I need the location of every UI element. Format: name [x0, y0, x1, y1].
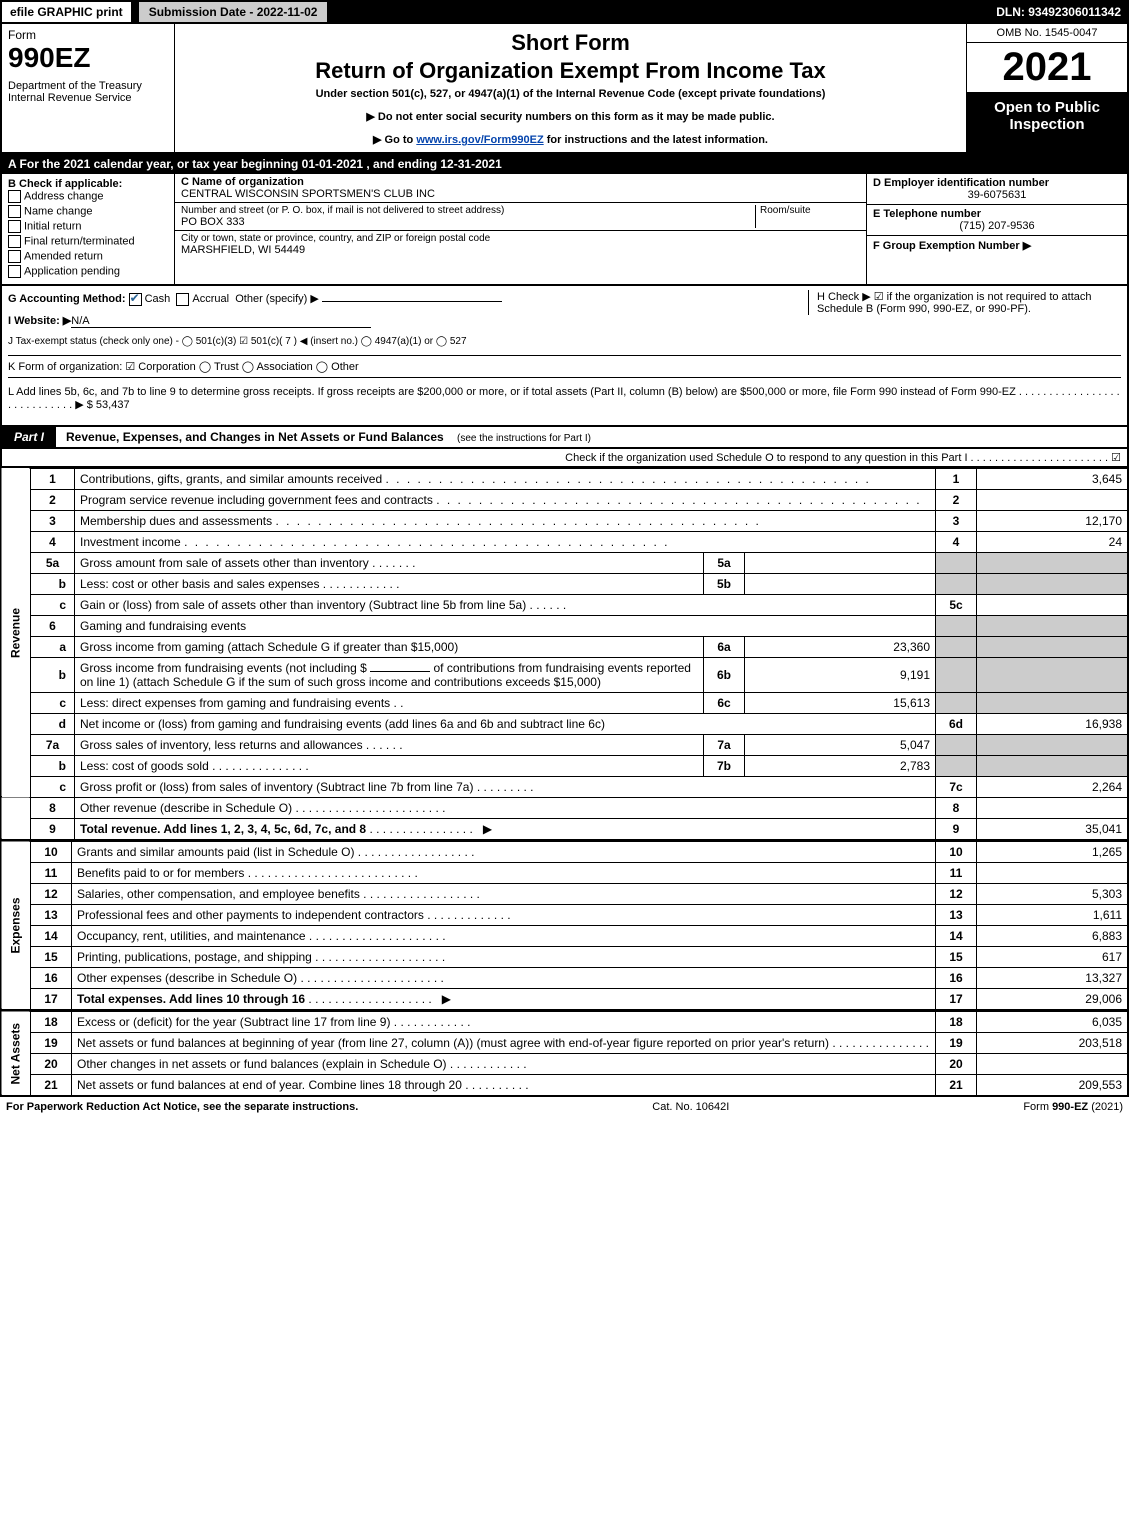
ein-label: D Employer identification number: [873, 177, 1121, 189]
section-b-title: B Check if applicable:: [8, 178, 168, 190]
department-label: Department of the Treasury Internal Reve…: [8, 80, 168, 104]
footer-right: Form 990-EZ (2021): [1023, 1101, 1123, 1113]
chk-accrual[interactable]: [176, 293, 189, 306]
header-right: OMB No. 1545-0047 2021 Open to Public In…: [966, 24, 1127, 152]
chk-final-return[interactable]: Final return/terminated: [8, 235, 168, 248]
form-header: Form 990EZ Department of the Treasury In…: [0, 24, 1129, 154]
row-h: H Check ▶ ☑ if the organization is not r…: [808, 290, 1117, 315]
footer-left: For Paperwork Reduction Act Notice, see …: [6, 1101, 358, 1113]
row-i: I Website: ▶N/A: [8, 314, 1121, 328]
street-value: PO BOX 333: [181, 216, 755, 228]
dln-label: DLN: 93492306011342: [996, 5, 1129, 19]
tel-label: E Telephone number: [873, 208, 1121, 220]
room-label: Room/suite: [760, 205, 860, 216]
org-name-label: C Name of organization: [181, 176, 860, 188]
side-revenue: Revenue: [1, 468, 31, 797]
open-to-public: Open to Public Inspection: [967, 93, 1127, 152]
header-center: Short Form Return of Organization Exempt…: [175, 24, 966, 152]
part1-check-o: Check if the organization used Schedule …: [0, 449, 1129, 468]
part1-tab: Part I: [2, 427, 56, 447]
form-word: Form: [8, 28, 168, 42]
side-netassets: Net Assets: [1, 1011, 31, 1096]
row-a-tax-year: A For the 2021 calendar year, or tax yea…: [0, 154, 1129, 174]
row-l: L Add lines 5b, 6c, and 7b to line 9 to …: [8, 386, 1121, 411]
ein-value: 39-6075631: [873, 189, 1121, 201]
netassets-table: Net Assets 18 Excess or (deficit) for th…: [0, 1011, 1129, 1097]
chk-cash[interactable]: [129, 293, 142, 306]
ssn-warning: ▶ Do not enter social security numbers o…: [181, 110, 960, 123]
header-left: Form 990EZ Department of the Treasury In…: [2, 24, 175, 152]
footer-center: Cat. No. 10642I: [652, 1101, 729, 1113]
omb-number: OMB No. 1545-0047: [967, 24, 1127, 43]
section-def: D Employer identification number 39-6075…: [866, 174, 1127, 284]
side-expenses: Expenses: [1, 841, 31, 1010]
chk-address-change[interactable]: Address change: [8, 190, 168, 203]
form-number: 990EZ: [8, 42, 168, 74]
efile-label: efile GRAPHIC print: [0, 0, 133, 24]
section-ghijkl: G Accounting Method: Cash Accrual Other …: [0, 286, 1129, 427]
top-bar: efile GRAPHIC print Submission Date - 20…: [0, 0, 1129, 24]
chk-initial-return[interactable]: Initial return: [8, 220, 168, 233]
website-value: N/A: [71, 315, 371, 328]
note2-suffix: for instructions and the latest informat…: [544, 134, 768, 146]
street-label: Number and street (or P. O. box, if mail…: [181, 205, 755, 216]
irs-link[interactable]: www.irs.gov/Form990EZ: [416, 134, 543, 146]
revenue-table: Revenue 1 Contributions, gifts, grants, …: [0, 468, 1129, 841]
city-label: City or town, state or province, country…: [181, 233, 860, 244]
submission-date: Submission Date - 2022-11-02: [137, 0, 330, 24]
instructions-link-row: ▶ Go to www.irs.gov/Form990EZ for instru…: [181, 133, 960, 146]
org-name: CENTRAL WISCONSIN SPORTSMEN'S CLUB INC: [181, 188, 860, 200]
section-c: C Name of organization CENTRAL WISCONSIN…: [175, 174, 866, 284]
section-b: B Check if applicable: Address change Na…: [2, 174, 175, 284]
part1-title: Revenue, Expenses, and Changes in Net As…: [56, 430, 444, 444]
row-j: J Tax-exempt status (check only one) - ◯…: [8, 336, 1121, 347]
chk-application-pending[interactable]: Application pending: [8, 265, 168, 278]
short-form-title: Short Form: [181, 30, 960, 56]
footer: For Paperwork Reduction Act Notice, see …: [0, 1097, 1129, 1117]
expenses-table: Expenses 10 Grants and similar amounts p…: [0, 841, 1129, 1011]
part1-header: Part I Revenue, Expenses, and Changes in…: [0, 427, 1129, 449]
tax-year: 2021: [967, 43, 1127, 93]
group-label: F Group Exemption Number ▶: [873, 239, 1121, 252]
city-value: MARSHFIELD, WI 54449: [181, 244, 860, 256]
chk-name-change[interactable]: Name change: [8, 205, 168, 218]
section-bcdef: B Check if applicable: Address change Na…: [0, 174, 1129, 286]
chk-amended-return[interactable]: Amended return: [8, 250, 168, 263]
form-title: Return of Organization Exempt From Incom…: [181, 58, 960, 84]
form-subtitle: Under section 501(c), 527, or 4947(a)(1)…: [181, 88, 960, 100]
note2-prefix: ▶ Go to: [373, 134, 416, 146]
tel-value: (715) 207-9536: [873, 220, 1121, 232]
row-k: K Form of organization: ☑ Corporation ◯ …: [8, 355, 1121, 378]
part1-note: (see the instructions for Part I): [447, 433, 591, 444]
